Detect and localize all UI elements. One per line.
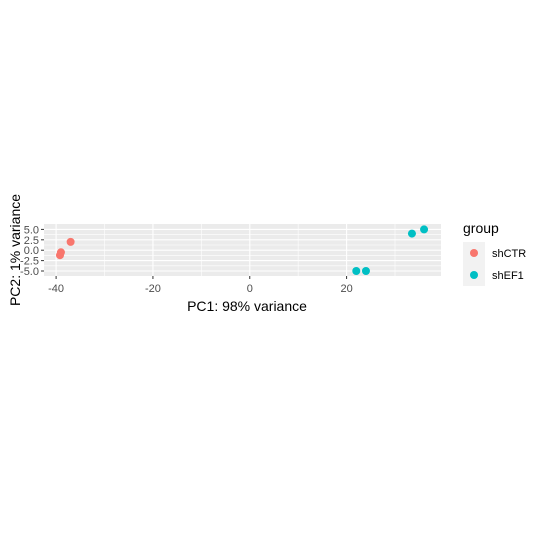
data-point-shctr <box>55 251 64 260</box>
legend-key-shctr <box>470 249 478 257</box>
y-axis-title: PC2: 1% variance <box>7 194 23 306</box>
y-tick-label: -2.5 <box>20 256 39 268</box>
data-points <box>55 225 429 276</box>
x-axis: -40 -20 0 20 <box>48 276 353 295</box>
x-tick-label: 0 <box>247 283 253 295</box>
y-tick-label: 0.0 <box>24 245 39 257</box>
legend-label-shctr: shCTR <box>492 248 526 260</box>
y-tick-label: 2.5 <box>24 235 39 247</box>
x-axis-title: PC1: 98% variance <box>187 298 307 314</box>
data-point-shef1 <box>420 225 429 234</box>
legend-title: group <box>463 220 499 236</box>
legend: group shCTR shEF1 <box>463 220 526 286</box>
data-point-shef1 <box>407 229 416 238</box>
grid-lines <box>44 224 441 276</box>
data-point-shef1 <box>352 267 361 276</box>
x-tick-label: -20 <box>145 283 161 295</box>
legend-label-shef1: shEF1 <box>492 270 524 282</box>
x-tick-label: 20 <box>340 283 352 295</box>
y-axis: 5.02.50.0-2.5-5.0 <box>20 224 44 278</box>
x-tick-label: -40 <box>48 283 64 295</box>
y-tick-label: 5.0 <box>24 224 39 236</box>
legend-key-shef1 <box>470 271 478 279</box>
data-point-shctr <box>66 237 75 246</box>
y-tick-label: -5.0 <box>20 266 39 278</box>
data-point-shef1 <box>361 267 370 276</box>
